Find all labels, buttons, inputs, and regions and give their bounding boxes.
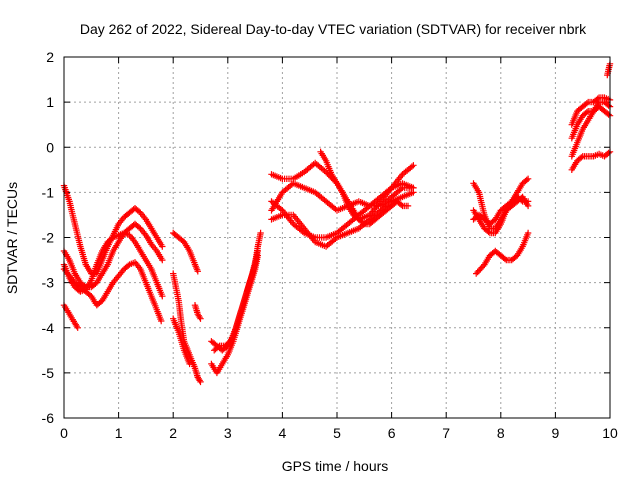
data-point [196,377,203,384]
data-point [605,149,612,157]
x-tick-label: 5 [333,425,341,441]
data-point [158,317,165,325]
x-tick-label: 3 [224,425,232,441]
y-tick-label: -5 [42,365,55,381]
data-point [159,293,166,300]
data-point [524,229,532,237]
data-point [605,111,612,118]
x-tick-label: 7 [442,425,450,441]
data-point [194,268,201,275]
data-point [501,255,509,263]
y-tick-label: -6 [42,410,55,426]
data-points [60,60,614,386]
data-point [583,100,590,107]
data-point [197,378,204,386]
chart-title: Day 262 of 2022, Sidereal Day-to-day VTE… [80,21,587,37]
data-point [257,229,264,237]
data-point [197,315,204,322]
data-point [186,360,193,368]
plot-frame [63,56,611,419]
data-point [410,189,417,196]
data-point [74,324,81,331]
data-point [578,154,585,161]
data-point [254,247,261,255]
x-tick-label: 9 [552,425,560,441]
x-tick-label: 6 [388,425,396,441]
x-tick-label: 1 [115,425,123,441]
x-tick-label: 4 [279,425,287,441]
data-point [398,201,405,208]
data-point [408,163,416,170]
x-tick-label: 10 [602,425,618,441]
y-tick-label: -3 [42,275,55,291]
data-point [159,256,166,264]
data-point [404,202,412,210]
y-tick-label: -2 [42,230,55,246]
axis-ticks: 0 1 2 3 4 5 6 7 8 9 10 -6 -5 -4 -3 -2 -1 0 1 2 [42,49,618,441]
data-point [196,314,203,321]
x-tick-label: 0 [60,425,68,441]
data-point [159,243,166,250]
data-point [215,343,222,351]
data-point [359,219,367,226]
data-point [485,228,492,236]
data-point [605,102,612,109]
data-point [518,197,525,204]
data-point [477,265,484,273]
y-tick-label: 1 [46,94,54,110]
x-tick-label: 2 [169,425,177,441]
data-point [479,262,487,270]
y-tick-label: -1 [42,184,55,200]
data-point [410,162,417,169]
data-point [583,109,590,116]
data-point [523,176,530,184]
y-tick-label: -4 [42,320,55,336]
y-tick-label: 2 [46,49,54,65]
y-tick-label: 0 [46,139,54,155]
data-point [524,198,532,205]
x-tick-label: 8 [497,425,505,441]
data-point [473,270,480,277]
data-point [524,175,532,182]
x-axis-label: GPS time / hours [282,458,389,474]
y-axis-label: SDTVAR / TECUs [4,182,20,294]
data-point [594,95,601,102]
